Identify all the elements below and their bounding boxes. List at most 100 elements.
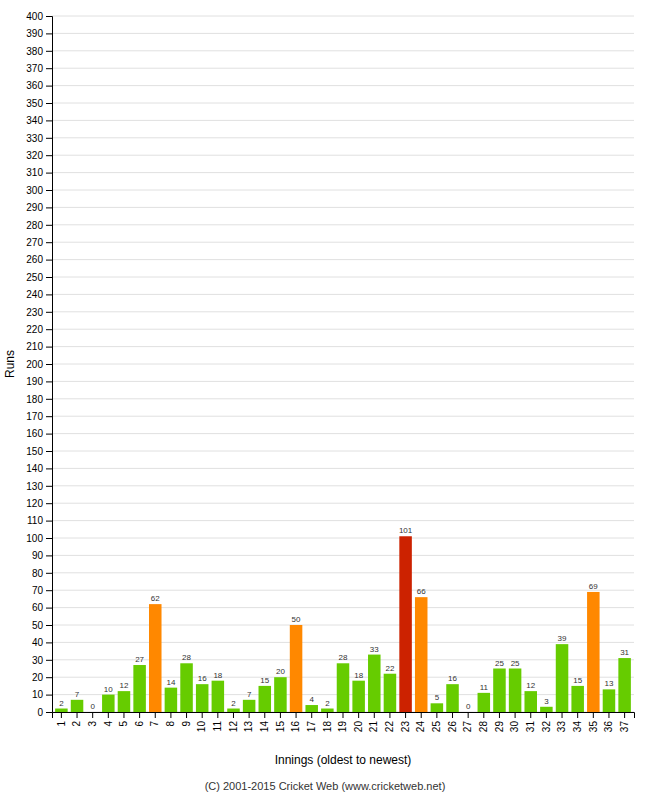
data-label: 28 (339, 653, 348, 662)
data-label: 5 (435, 693, 440, 702)
y-tick-mark (46, 190, 52, 191)
x-tick: 14 (259, 712, 270, 732)
bar (321, 709, 334, 712)
data-label: 18 (354, 671, 363, 680)
y-tick-label: 290 (26, 202, 43, 213)
y-tick-label: 50 (32, 620, 44, 631)
bar (196, 684, 209, 712)
bar (102, 695, 115, 712)
grid-line (52, 259, 634, 260)
bar (603, 689, 616, 712)
x-tick-mark (343, 712, 344, 718)
x-tick: 36 (603, 712, 614, 732)
x-tick: 24 (415, 712, 426, 732)
x-tick-label: 6 (134, 721, 145, 727)
grid-line (52, 416, 634, 417)
data-label: 39 (558, 634, 567, 643)
grid-line (52, 381, 634, 382)
x-tick-label: 30 (509, 721, 520, 733)
grid-line (52, 190, 634, 191)
bar (290, 625, 303, 712)
x-tick: 23 (400, 712, 411, 732)
y-tick: 80 (32, 568, 52, 579)
bar (227, 709, 240, 712)
y-tick-mark (46, 138, 52, 139)
y-tick-label: 340 (26, 115, 43, 126)
data-label: 0 (90, 702, 95, 711)
y-axis: 0102030405060708090100110120130140150160… (26, 11, 52, 718)
x-tick-mark (452, 712, 453, 718)
x-tick-label: 33 (556, 721, 567, 733)
data-label: 2 (325, 699, 330, 708)
x-tick-label: 22 (384, 721, 395, 733)
grid-line (52, 607, 634, 608)
y-tick-mark (46, 642, 52, 643)
data-label: 12 (120, 681, 129, 690)
y-tick-mark (46, 294, 52, 295)
y-tick: 360 (26, 80, 52, 91)
x-tick-mark (92, 712, 93, 718)
y-tick: 10 (32, 689, 52, 700)
data-label: 28 (182, 653, 191, 662)
y-tick: 230 (26, 307, 52, 318)
x-tick: 21 (368, 712, 379, 732)
bar (55, 709, 68, 712)
x-tick-label: 20 (353, 721, 364, 733)
x-tick-label: 9 (181, 721, 192, 727)
x-tick-label: 11 (212, 721, 223, 732)
x-tick-label: 36 (603, 721, 614, 733)
data-label: 2 (59, 699, 64, 708)
y-tick-mark (46, 51, 52, 52)
x-tick: 30 (509, 712, 520, 732)
x-tick-label: 19 (337, 721, 348, 733)
bar (571, 686, 584, 712)
bar (71, 700, 84, 712)
y-tick-label: 270 (26, 237, 43, 248)
y-tick: 280 (26, 220, 52, 231)
y-tick-label: 330 (26, 133, 43, 144)
bar (133, 665, 146, 712)
bars (55, 536, 631, 712)
x-tick-label: 32 (541, 721, 552, 733)
y-tick-label: 160 (26, 428, 43, 439)
y-tick: 40 (32, 637, 52, 648)
x-tick-mark (108, 712, 109, 718)
grid (52, 16, 634, 712)
bar (478, 693, 491, 712)
x-tick-mark (421, 712, 422, 718)
grid-line (52, 555, 634, 556)
y-tick-mark (46, 573, 52, 574)
data-label: 10 (104, 685, 113, 694)
grid-line (52, 625, 634, 626)
y-tick: 160 (26, 428, 52, 439)
x-tick-mark (499, 712, 500, 718)
y-tick: 210 (26, 341, 52, 352)
x-tick-mark (327, 712, 328, 718)
x-tick-mark (358, 712, 359, 718)
x-tick: 34 (572, 712, 583, 732)
y-tick-mark (46, 608, 52, 609)
y-tick-label: 240 (26, 289, 43, 300)
y-tick-mark (46, 347, 52, 348)
x-tick-mark (405, 712, 406, 718)
y-tick-mark (46, 312, 52, 313)
y-tick-mark (46, 33, 52, 34)
y-tick-label: 310 (26, 167, 43, 178)
data-label: 11 (480, 683, 489, 692)
grid-line (52, 16, 634, 17)
grid-line (52, 68, 634, 69)
bar (431, 703, 444, 712)
x-tick: 9 (181, 712, 192, 727)
x-tick-label: 21 (368, 721, 379, 733)
x-tick-mark (468, 712, 469, 718)
grid-line (52, 224, 634, 225)
y-tick-mark (46, 260, 52, 261)
y-tick: 200 (26, 359, 52, 370)
bar (118, 691, 131, 712)
bar (399, 536, 412, 712)
bar (337, 663, 350, 712)
y-tick: 260 (26, 254, 52, 265)
x-tick-mark (577, 712, 578, 718)
bar (259, 686, 272, 712)
y-tick: 380 (26, 46, 52, 57)
